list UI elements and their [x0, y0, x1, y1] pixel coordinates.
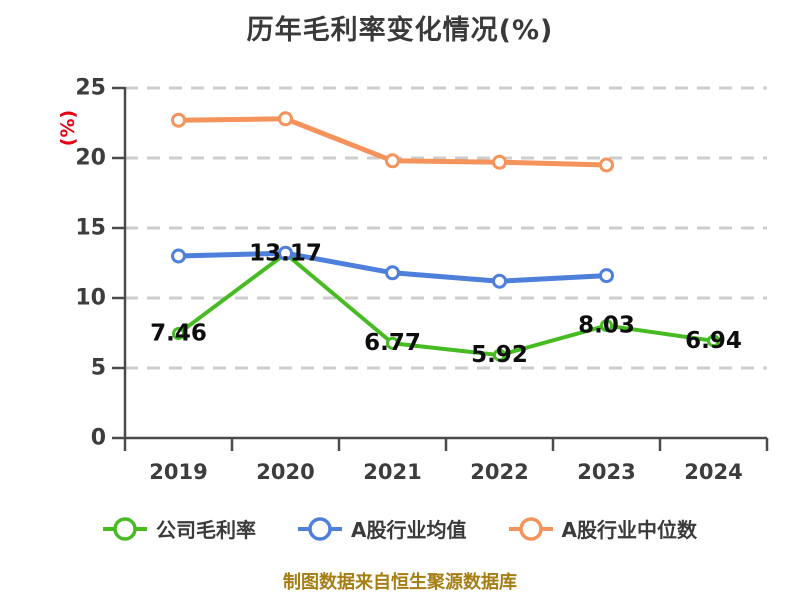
x-tick-label: 2019 — [149, 460, 207, 484]
data-point — [599, 268, 614, 284]
legend-item-a-share-industry-median: A股行业中位数 — [508, 514, 697, 543]
legend-item-company-gross-margin: 公司毛利率 — [103, 514, 256, 543]
x-tick-label: 2021 — [363, 460, 421, 484]
x-tick-label: 2022 — [470, 460, 528, 484]
data-point — [278, 245, 293, 261]
legend-label-a-share-industry-average: A股行业均值 — [351, 518, 467, 542]
data-point-label: 6.77 — [364, 330, 421, 356]
data-point — [492, 154, 507, 170]
data-point-label: 7.46 — [150, 321, 207, 347]
y-tick-label: 20 — [75, 146, 106, 171]
data-point — [493, 348, 506, 362]
data-labels: 7.46 13.17 6.77 5.92 8.03 6.94 — [150, 241, 742, 369]
data-point — [172, 327, 185, 341]
data-point-label: 13.17 — [249, 241, 322, 267]
legend-item-a-share-industry-average: A股行业均值 — [298, 514, 467, 543]
data-point-label: 5.92 — [471, 342, 528, 368]
y-tick-label: 25 — [75, 76, 106, 101]
chart-legend: 公司毛利率 A股行业均值 A股行业中位数 — [0, 514, 800, 543]
legend-label-company-gross-margin: 公司毛利率 — [156, 518, 257, 542]
legend-marker-a-share-industry-average-icon — [298, 516, 343, 541]
legend-label-a-share-industry-median: A股行业中位数 — [561, 518, 697, 542]
x-tick-label: 2020 — [256, 460, 314, 484]
data-point — [492, 273, 507, 289]
data-point-label: 6.94 — [685, 328, 742, 354]
chart-canvas: 0 5 10 15 20 25 2019 2020 2021 2022 2023 2024 7.46 13… — [57, 76, 769, 484]
legend-marker-a-share-industry-median-icon — [508, 516, 553, 541]
x-tick-label: 2024 — [684, 460, 742, 484]
series-a-share-industry-average — [171, 245, 614, 289]
data-point — [707, 334, 720, 348]
series-a-share-industry-median — [171, 111, 614, 173]
x-tick-label: 2023 — [577, 460, 635, 484]
y-tick-label: 15 — [75, 216, 106, 241]
data-point — [171, 248, 186, 264]
data-point — [278, 111, 293, 127]
data-point — [600, 319, 613, 333]
data-point — [599, 157, 614, 173]
gridlines — [125, 86, 767, 370]
y-tick-label: 0 — [91, 426, 106, 451]
data-point — [385, 153, 400, 169]
chart-title: 历年毛利率变化情况(%) — [246, 15, 554, 46]
axes: 0 5 10 15 20 25 2019 2020 2021 2022 2023 2024 — [75, 76, 769, 484]
data-point — [386, 336, 399, 350]
y-tick-label: 10 — [75, 286, 106, 311]
y-axis-unit-label: (%) — [57, 110, 79, 146]
data-point-label: 8.03 — [578, 313, 635, 339]
legend-marker-company-gross-margin-icon — [103, 516, 148, 541]
y-tick-label: 5 — [91, 356, 106, 381]
data-point — [385, 265, 400, 281]
data-source-caption: 制图数据来自恒生聚源数据库 — [283, 572, 517, 593]
data-point — [171, 112, 186, 128]
